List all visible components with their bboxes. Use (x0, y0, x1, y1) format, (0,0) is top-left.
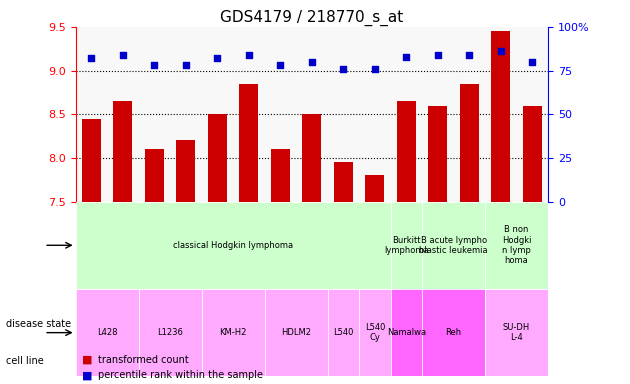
Point (212, 55, 222, 61)
Point (86, 55, 96, 61)
Text: disease state: disease state (6, 319, 71, 329)
FancyBboxPatch shape (76, 202, 391, 289)
Text: SU-DH
L-4: SU-DH L-4 (503, 323, 530, 343)
Bar (113, 101, 132, 202)
Bar (334, 162, 353, 202)
Bar (460, 84, 479, 202)
Text: Reh: Reh (445, 328, 462, 337)
FancyBboxPatch shape (76, 289, 139, 376)
FancyBboxPatch shape (422, 289, 485, 376)
Point (338, 66, 348, 72)
Title: GDS4179 / 218770_s_at: GDS4179 / 218770_s_at (220, 9, 403, 25)
FancyBboxPatch shape (265, 289, 328, 376)
Text: Burkitt
lymphoma: Burkitt lymphoma (384, 235, 428, 255)
Bar (365, 175, 384, 202)
Point (307, 59, 317, 65)
Text: L540: L540 (333, 328, 353, 337)
Bar (176, 141, 195, 202)
FancyBboxPatch shape (202, 289, 265, 376)
Text: classical Hodgkin lymphoma: classical Hodgkin lymphoma (173, 241, 293, 250)
Text: Namalwa: Namalwa (387, 328, 426, 337)
Bar (239, 84, 258, 202)
Point (181, 62, 191, 68)
Point (149, 62, 159, 68)
Bar (145, 149, 164, 202)
Bar (271, 149, 290, 202)
FancyBboxPatch shape (391, 202, 422, 289)
Point (401, 53, 411, 60)
Text: B acute lympho
blastic leukemia: B acute lympho blastic leukemia (420, 235, 488, 255)
FancyBboxPatch shape (391, 289, 422, 376)
Text: transformed count: transformed count (98, 355, 188, 365)
Point (496, 48, 506, 55)
FancyBboxPatch shape (359, 289, 391, 376)
FancyBboxPatch shape (485, 289, 548, 376)
Point (118, 52, 128, 58)
Point (464, 52, 474, 58)
Text: cell line: cell line (6, 356, 44, 366)
FancyBboxPatch shape (485, 202, 548, 289)
Bar (491, 31, 510, 202)
Point (370, 66, 380, 72)
Text: ■: ■ (82, 355, 93, 365)
FancyBboxPatch shape (139, 289, 202, 376)
Point (275, 62, 285, 68)
Point (433, 52, 443, 58)
Text: HDLM2: HDLM2 (281, 328, 311, 337)
Text: ■: ■ (82, 370, 93, 380)
Bar (523, 106, 542, 202)
Bar (302, 114, 321, 202)
Text: KM-H2: KM-H2 (219, 328, 247, 337)
Bar (397, 101, 416, 202)
Text: percentile rank within the sample: percentile rank within the sample (98, 370, 263, 380)
Text: L428: L428 (97, 328, 117, 337)
Point (244, 52, 254, 58)
FancyBboxPatch shape (328, 289, 359, 376)
Bar (428, 106, 447, 202)
Bar (208, 114, 227, 202)
Bar (82, 119, 101, 202)
Text: L540
Cy: L540 Cy (365, 323, 385, 343)
FancyBboxPatch shape (422, 202, 485, 289)
Point (527, 59, 537, 65)
Text: L1236: L1236 (157, 328, 183, 337)
Text: B non
Hodgki
n lymp
homa: B non Hodgki n lymp homa (502, 225, 531, 265)
